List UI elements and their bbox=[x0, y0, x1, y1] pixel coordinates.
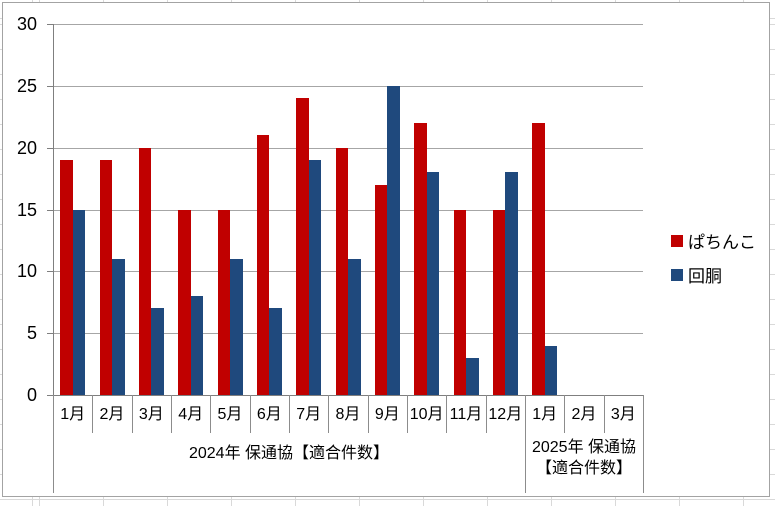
category-label-2: 3月 bbox=[138, 406, 164, 423]
category-separator-6 bbox=[289, 395, 290, 433]
category-label-7: 8月 bbox=[335, 406, 361, 423]
y-axis-tick-15 bbox=[47, 210, 53, 211]
legend-swatch-回胴 bbox=[671, 268, 683, 281]
legend-swatch-ぱちんこ bbox=[671, 234, 683, 247]
y-axis-label-0: 0 bbox=[26, 385, 37, 405]
y-axis-line bbox=[53, 24, 54, 493]
bar-ぱちんこ-2月-1[interactable] bbox=[99, 160, 112, 395]
category-separator-11 bbox=[485, 395, 487, 433]
bar-回胴-3月-2[interactable] bbox=[151, 308, 164, 395]
category-label-0: 1月 bbox=[60, 406, 86, 423]
y-axis-label-30: 30 bbox=[16, 14, 37, 34]
x-axis-line bbox=[53, 395, 643, 396]
category-separator-13 bbox=[564, 395, 566, 433]
bar-ぱちんこ-11月-10[interactable] bbox=[453, 209, 466, 395]
category-separator-14 bbox=[603, 395, 605, 433]
bar-ぱちんこ-3月-2[interactable] bbox=[138, 147, 152, 395]
gridline-y-25 bbox=[53, 86, 643, 87]
bar-ぱちんこ-5月-4[interactable] bbox=[217, 209, 230, 395]
group-separator-0 bbox=[53, 395, 54, 493]
category-separator-10 bbox=[446, 395, 448, 433]
category-separator-4 bbox=[210, 395, 212, 433]
bar-回胴-12月-11[interactable] bbox=[505, 172, 518, 395]
category-separator-9 bbox=[407, 395, 408, 433]
legend-item-回胴[interactable]: 回胴 bbox=[671, 262, 756, 287]
category-separator-8 bbox=[367, 395, 369, 433]
bar-ぱちんこ-1月-0[interactable] bbox=[60, 160, 73, 395]
category-label-10: 11月 bbox=[449, 406, 483, 423]
category-label-11: 12月 bbox=[488, 406, 523, 423]
legend-item-ぱちんこ[interactable]: ぱちんこ bbox=[671, 228, 756, 253]
bar-ぱちんこ-4月-3[interactable] bbox=[178, 209, 191, 395]
bar-回胴-5月-4[interactable] bbox=[230, 258, 243, 395]
category-label-8: 9月 bbox=[374, 406, 400, 423]
bar-回胴-2月-1[interactable] bbox=[112, 258, 125, 395]
category-label-1: 2月 bbox=[99, 406, 125, 423]
legend-label-回胴: 回胴 bbox=[688, 267, 722, 286]
bar-回胴-6月-5[interactable] bbox=[269, 308, 282, 395]
y-axis-tick-5 bbox=[47, 333, 53, 334]
bar-ぱちんこ-8月-7[interactable] bbox=[335, 147, 348, 395]
category-separator-7 bbox=[328, 395, 330, 433]
category-label-5: 6月 bbox=[256, 406, 282, 423]
bar-回胴-7月-6[interactable] bbox=[308, 160, 322, 395]
bar-ぱちんこ-12月-11[interactable] bbox=[492, 209, 506, 395]
category-label-3: 4月 bbox=[178, 406, 204, 423]
category-label-6: 7月 bbox=[296, 406, 322, 423]
bar-ぱちんこ-10月-9[interactable] bbox=[414, 122, 427, 395]
y-axis-tick-30 bbox=[47, 24, 53, 25]
bar-ぱちんこ-7月-6[interactable] bbox=[296, 98, 309, 395]
group-label-1: 2025年 保通協【適合件数】 bbox=[531, 439, 637, 477]
category-label-13: 2月 bbox=[571, 406, 597, 423]
bar-ぱちんこ-9月-8[interactable] bbox=[374, 184, 388, 395]
category-separator-2 bbox=[131, 395, 133, 433]
category-label-14: 3月 bbox=[610, 406, 636, 423]
group-separator-2 bbox=[643, 395, 644, 493]
category-separator-1 bbox=[92, 395, 94, 433]
group-label-0: 2024年 保通協【適合件数】 bbox=[188, 445, 390, 462]
chart-object[interactable]: 0 5 10 15 20 25 30 1月 2月 3月 4月 5月 6月 7月 8月 9月 10月 11月 12月… bbox=[2, 2, 770, 497]
gridline-y-20 bbox=[53, 148, 643, 149]
bar-回胴-1月-0[interactable] bbox=[72, 209, 86, 395]
y-axis-tick-10 bbox=[47, 271, 53, 272]
y-axis-tick-0 bbox=[47, 395, 53, 396]
bar-回胴-11月-10[interactable] bbox=[466, 357, 479, 395]
gridline-y-15 bbox=[53, 210, 643, 211]
y-axis-label-25: 25 bbox=[16, 76, 37, 96]
y-axis-label-15: 15 bbox=[16, 200, 37, 220]
y-axis-tick-25 bbox=[47, 86, 53, 87]
category-label-9: 10月 bbox=[409, 406, 444, 423]
bar-回胴-9月-8[interactable] bbox=[387, 85, 400, 395]
bar-回胴-10月-9[interactable] bbox=[426, 172, 440, 395]
bar-回胴-8月-7[interactable] bbox=[348, 258, 361, 395]
category-separator-3 bbox=[171, 395, 172, 433]
bar-回胴-4月-3[interactable] bbox=[190, 296, 204, 395]
group-separator-1 bbox=[525, 395, 526, 493]
y-axis-label-10: 10 bbox=[16, 261, 37, 281]
y-axis-tick-20 bbox=[47, 148, 53, 149]
bar-ぱちんこ-1月-12[interactable] bbox=[532, 122, 545, 395]
legend-label-ぱちんこ: ぱちんこ bbox=[688, 233, 756, 252]
gridline-y-30 bbox=[53, 24, 643, 25]
bar-回胴-1月-12[interactable] bbox=[544, 345, 558, 395]
category-label-12: 1月 bbox=[532, 406, 558, 423]
bar-ぱちんこ-6月-5[interactable] bbox=[256, 135, 270, 395]
category-label-4: 5月 bbox=[217, 406, 243, 423]
y-axis-label-5: 5 bbox=[26, 323, 37, 343]
category-separator-5 bbox=[249, 395, 251, 433]
y-axis-label-20: 20 bbox=[16, 138, 37, 158]
legend[interactable]: ぱちんこ 回胴 bbox=[671, 228, 756, 296]
